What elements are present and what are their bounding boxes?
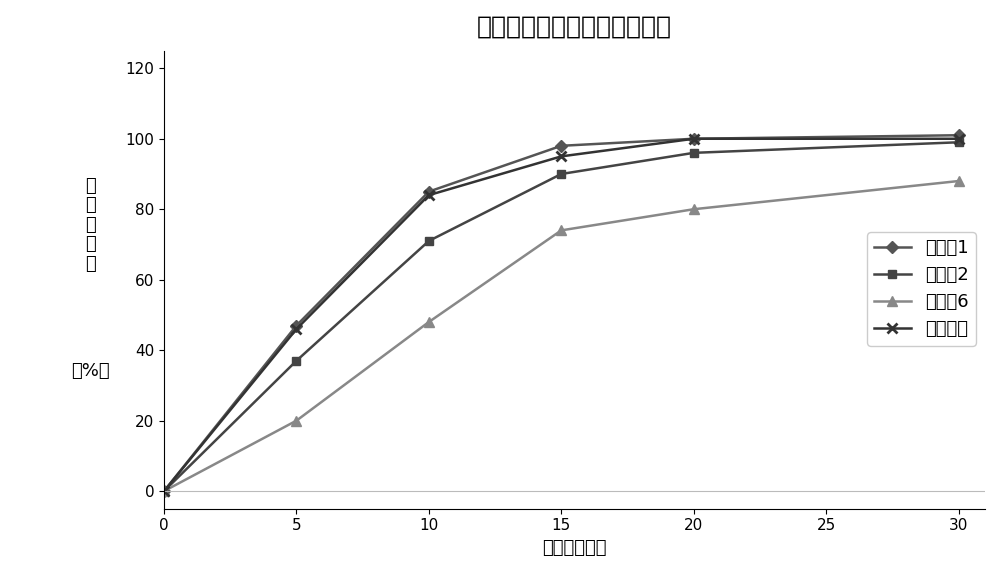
实施例1 <box>423 188 435 195</box>
对比例6 <box>555 227 567 234</box>
实施例2 <box>555 170 567 177</box>
Legend: 实施例1, 实施例2, 对比例6, 市场在售: 实施例1, 实施例2, 对比例6, 市场在售 <box>867 232 976 345</box>
实施例1 <box>158 488 170 495</box>
对比例6 <box>423 319 435 325</box>
Text: 累
积
溶
出
度: 累 积 溶 出 度 <box>85 177 96 272</box>
对比例6 <box>158 488 170 495</box>
实施例2 <box>688 149 700 156</box>
市场在售 <box>158 488 170 495</box>
市场在售 <box>953 136 965 142</box>
Line: 对比例6: 对比例6 <box>159 176 963 496</box>
Text: （%）: （%） <box>71 362 109 380</box>
实施例1 <box>953 132 965 138</box>
实施例2 <box>423 237 435 244</box>
实施例2 <box>953 139 965 146</box>
市场在售 <box>290 325 302 332</box>
实施例2 <box>158 488 170 495</box>
对比例6 <box>688 206 700 213</box>
市场在售 <box>688 136 700 142</box>
Line: 市场在售: 市场在售 <box>159 134 963 496</box>
市场在售 <box>423 192 435 198</box>
实施例1 <box>290 322 302 329</box>
实施例1 <box>688 136 700 142</box>
Title: 溶出曲线对比图（恩格列净）: 溶出曲线对比图（恩格列净） <box>477 15 672 39</box>
对比例6 <box>290 417 302 424</box>
市场在售 <box>555 153 567 160</box>
实施例2 <box>290 358 302 364</box>
Line: 实施例1: 实施例1 <box>160 131 963 495</box>
对比例6 <box>953 177 965 184</box>
实施例1 <box>555 142 567 149</box>
X-axis label: 时间（分钟）: 时间（分钟） <box>542 539 607 557</box>
Line: 实施例2: 实施例2 <box>160 138 963 495</box>
